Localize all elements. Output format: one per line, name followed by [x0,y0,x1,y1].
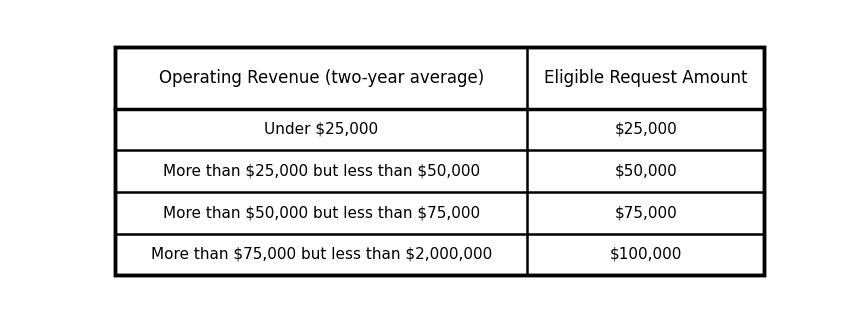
Text: $100,000: $100,000 [609,247,682,262]
Text: $75,000: $75,000 [614,205,677,220]
Text: Operating Revenue (two-year average): Operating Revenue (two-year average) [159,69,484,87]
Text: More than $25,000 but less than $50,000: More than $25,000 but less than $50,000 [163,164,480,179]
Text: Eligible Request Amount: Eligible Request Amount [544,69,747,87]
Text: $25,000: $25,000 [614,122,677,137]
Text: More than $75,000 but less than $2,000,000: More than $75,000 but less than $2,000,0… [151,247,492,262]
Text: Under $25,000: Under $25,000 [264,122,378,137]
Text: $50,000: $50,000 [614,164,677,179]
Text: More than $50,000 but less than $75,000: More than $50,000 but less than $75,000 [163,205,480,220]
